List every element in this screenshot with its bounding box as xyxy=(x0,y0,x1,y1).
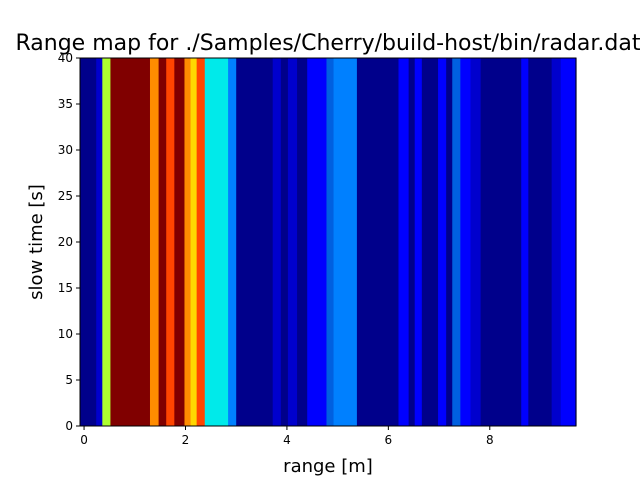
y-axis-label: slow time [s] xyxy=(26,184,47,300)
heatmap-column-25 xyxy=(421,58,439,426)
heatmap-column-1 xyxy=(96,58,103,426)
y-tick-label: 5 xyxy=(65,373,73,387)
x-tick-label: 4 xyxy=(283,433,291,447)
y-tick-label: 40 xyxy=(58,51,73,65)
heatmap-column-23 xyxy=(408,58,416,426)
heatmap-column-13 xyxy=(236,58,274,426)
heatmap-column-26 xyxy=(438,58,447,426)
y-tick-label: 10 xyxy=(58,327,73,341)
heatmap-column-16 xyxy=(287,58,298,426)
heatmap-column-31 xyxy=(480,58,522,426)
heatmap-column-0 xyxy=(80,58,97,426)
heatmap-column-28 xyxy=(452,58,461,426)
heatmap-column-20 xyxy=(333,58,358,426)
heatmap-column-22 xyxy=(398,58,410,426)
x-axis-label: range [m] xyxy=(283,456,373,477)
heatmap-column-32 xyxy=(521,58,529,426)
y-tick-label: 0 xyxy=(65,419,73,433)
heatmap-column-11 xyxy=(204,58,229,426)
heatmap-column-10 xyxy=(196,58,206,426)
heatmap-column-24 xyxy=(414,58,423,426)
heatmap-column-4 xyxy=(149,58,160,426)
chart-title: Range map for ./Samples/Cherry/build-hos… xyxy=(15,31,640,56)
heatmap-column-29 xyxy=(460,58,472,426)
heatmap-column-33 xyxy=(528,58,553,426)
heatmap-column-27 xyxy=(446,58,453,426)
heatmap-column-34 xyxy=(551,58,562,426)
y-axis-ticks: 0 5 10 15 20 25 30 35 40 xyxy=(58,51,80,433)
heatmap-column-19 xyxy=(326,58,335,426)
heatmap-column-35 xyxy=(560,58,577,426)
heatmap-column-15 xyxy=(280,58,289,426)
y-tick-label: 20 xyxy=(58,235,73,249)
heatmap-column-12 xyxy=(228,58,237,426)
x-tick-label: 8 xyxy=(486,433,494,447)
heatmap-column-2 xyxy=(102,58,112,426)
heatmap-cells xyxy=(80,58,577,426)
x-tick-label: 6 xyxy=(385,433,393,447)
heatmap-column-18 xyxy=(307,58,328,426)
x-tick-label: 0 xyxy=(80,433,88,447)
y-tick-label: 15 xyxy=(58,281,73,295)
heatmap-column-5 xyxy=(158,58,167,426)
heatmap-column-8 xyxy=(184,58,192,426)
y-tick-label: 25 xyxy=(58,189,73,203)
x-tick-label: 2 xyxy=(182,433,190,447)
heatmap-column-9 xyxy=(190,58,198,426)
heatmap-column-14 xyxy=(272,58,282,426)
heatmap-column-21 xyxy=(356,58,400,426)
y-tick-label: 35 xyxy=(58,97,73,111)
heatmap-column-17 xyxy=(297,58,308,426)
heatmap-column-30 xyxy=(470,58,482,426)
heatmap-column-7 xyxy=(174,58,186,426)
y-tick-label: 30 xyxy=(58,143,73,157)
heatmap-column-6 xyxy=(166,58,175,426)
heatmap-column-3 xyxy=(110,58,151,426)
x-axis-ticks: 0 2 4 6 8 xyxy=(80,426,494,447)
